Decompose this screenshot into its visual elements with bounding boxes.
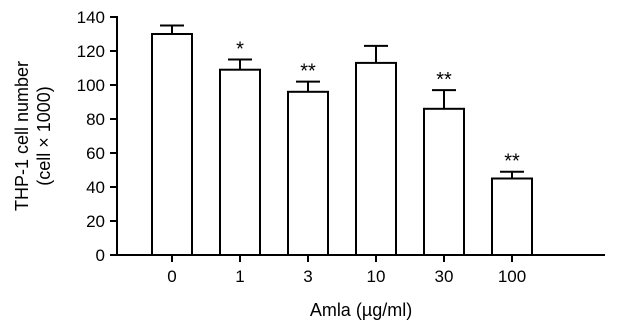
x-tick-label: 0 — [167, 267, 176, 286]
y-tick-label: 140 — [77, 8, 105, 27]
x-axis-title: Amla (µg/ml) — [310, 300, 412, 320]
y-tick-label: 0 — [96, 246, 105, 265]
bars: *** **** — [151, 24, 533, 257]
significance-mark: * — [236, 39, 244, 61]
x-tick-label: 10 — [367, 267, 386, 286]
bar-0 — [151, 33, 193, 256]
y-tick-label: 20 — [86, 212, 105, 231]
x-axis-ticks: 0 1 3 10 30 100 — [167, 255, 526, 286]
x-tick-label: 1 — [235, 267, 244, 286]
y-axis-ticks: 0 20 40 60 80 100 120 140 — [77, 8, 117, 265]
x-tick-label: 100 — [498, 267, 526, 286]
significance-mark: ** — [436, 69, 452, 91]
y-tick-label: 40 — [86, 178, 105, 197]
bar-10 — [355, 61, 397, 257]
bar-1 — [219, 68, 261, 256]
significance-mark: ** — [504, 151, 520, 173]
bar-30 — [423, 107, 465, 256]
bar-100 — [491, 177, 533, 256]
significance-mark: ** — [300, 61, 316, 83]
x-tick-label: 30 — [435, 267, 454, 286]
y-tick-label: 100 — [77, 76, 105, 95]
y-tick-label: 80 — [86, 110, 105, 129]
y-tick-label: 60 — [86, 144, 105, 163]
y-axis-title-line-1: THP-1 cell number — [12, 61, 32, 211]
y-axis-title-line-2: (cell × 1000) — [34, 86, 54, 186]
bar-3 — [287, 90, 329, 256]
x-tick-label: 3 — [303, 267, 312, 286]
y-tick-label: 120 — [77, 42, 105, 61]
